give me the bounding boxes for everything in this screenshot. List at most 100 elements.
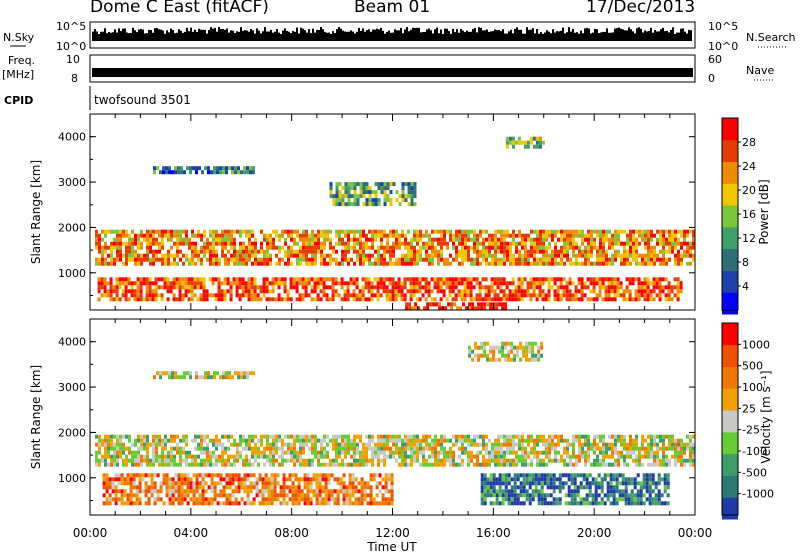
velocity-cell <box>365 458 368 463</box>
power-cell <box>592 277 596 282</box>
nsky-bar <box>674 33 676 41</box>
velocity-cell <box>272 458 275 463</box>
power-cell <box>604 285 608 290</box>
velocity-cell <box>512 450 515 455</box>
power-cell <box>347 182 351 187</box>
velocity-cell <box>297 477 301 482</box>
power-cell <box>503 233 506 238</box>
power-cell <box>313 289 317 294</box>
power-cell <box>98 245 101 250</box>
velocity-cell <box>245 454 248 459</box>
nsky-bar <box>256 28 258 41</box>
power-cell <box>365 253 368 258</box>
power-cell <box>427 293 431 298</box>
velocity-cell <box>248 446 251 451</box>
power-cell <box>178 285 182 290</box>
power-cell <box>476 237 479 242</box>
power-cell <box>316 297 320 302</box>
velocity-cell <box>149 458 152 463</box>
power-cell <box>475 281 479 286</box>
velocity-cell <box>576 473 580 478</box>
velocity-cell <box>128 450 131 455</box>
power-cell <box>308 249 311 254</box>
power-cell <box>482 241 485 246</box>
velocity-cell <box>528 473 532 478</box>
velocity-cell <box>209 438 212 443</box>
power-cell <box>304 285 308 290</box>
power-cell <box>434 237 437 242</box>
velocity-cell <box>390 473 394 478</box>
velocity-cell <box>608 454 611 459</box>
power-cell <box>580 285 584 290</box>
power-cell <box>358 297 362 302</box>
velocity-cell <box>674 446 677 451</box>
power-cell <box>529 277 533 282</box>
cpid-text: twofsound 3501 <box>94 93 191 107</box>
power-cell <box>626 257 629 262</box>
power-cell <box>195 170 198 175</box>
velocity-cell <box>204 473 208 478</box>
nsky-bar <box>420 32 422 41</box>
power-cell <box>532 281 536 286</box>
velocity-cell <box>233 458 236 463</box>
power-cell <box>535 140 539 145</box>
power-cell <box>186 166 189 171</box>
velocity-cell <box>398 434 401 439</box>
velocity-cell <box>386 438 389 443</box>
power-cell <box>115 289 119 294</box>
velocity-cell <box>581 446 584 451</box>
power-cell <box>610 277 614 282</box>
power-cell <box>424 281 428 286</box>
velocity-cell <box>506 450 509 455</box>
power-cell <box>584 253 587 258</box>
velocity-cell <box>104 450 107 455</box>
power-cell <box>185 229 188 234</box>
power-cell <box>394 285 398 290</box>
velocity-cell <box>371 454 374 459</box>
power-cell <box>652 285 656 290</box>
velocity-cell <box>605 442 608 447</box>
velocity-cell <box>135 501 139 506</box>
power-cell <box>359 229 362 234</box>
power-cell <box>131 257 134 262</box>
power-cell <box>158 249 161 254</box>
power-cell <box>602 253 605 258</box>
power-cell <box>290 233 293 238</box>
velocity-cell <box>348 489 352 494</box>
velocity-cell <box>339 477 343 482</box>
velocity-cell <box>588 501 592 506</box>
power-cell <box>473 245 476 250</box>
velocity-cell <box>534 481 538 486</box>
power-cell <box>234 170 237 175</box>
velocity-cell <box>546 481 550 486</box>
velocity-cell <box>308 434 311 439</box>
power-cell <box>496 297 500 302</box>
velocity-cell <box>341 434 344 439</box>
power-cell <box>284 237 287 242</box>
power-cell <box>214 277 218 282</box>
power-cell <box>193 293 197 298</box>
velocity-cell <box>365 434 368 439</box>
power-cell <box>146 245 149 250</box>
power-cell <box>499 281 503 286</box>
power-cell <box>469 289 473 294</box>
velocity-cell <box>312 493 316 498</box>
velocity-cell <box>383 462 386 467</box>
velocity-cell <box>125 446 128 451</box>
velocity-cell <box>617 454 620 459</box>
power-cell <box>287 253 290 258</box>
power-cell <box>128 233 131 238</box>
velocity-cell <box>125 434 128 439</box>
velocity-cell <box>306 493 310 498</box>
power-cell <box>514 289 518 294</box>
power-cell <box>394 297 398 302</box>
velocity-cell <box>117 477 121 482</box>
velocity-cell <box>537 497 541 502</box>
velocity-cell <box>246 493 250 498</box>
power-cell <box>473 241 476 246</box>
velocity-cell <box>231 473 235 478</box>
power-cell <box>149 261 152 266</box>
power-cell <box>246 166 249 171</box>
velocity-cell <box>621 497 625 502</box>
nsky-bar <box>202 29 204 41</box>
